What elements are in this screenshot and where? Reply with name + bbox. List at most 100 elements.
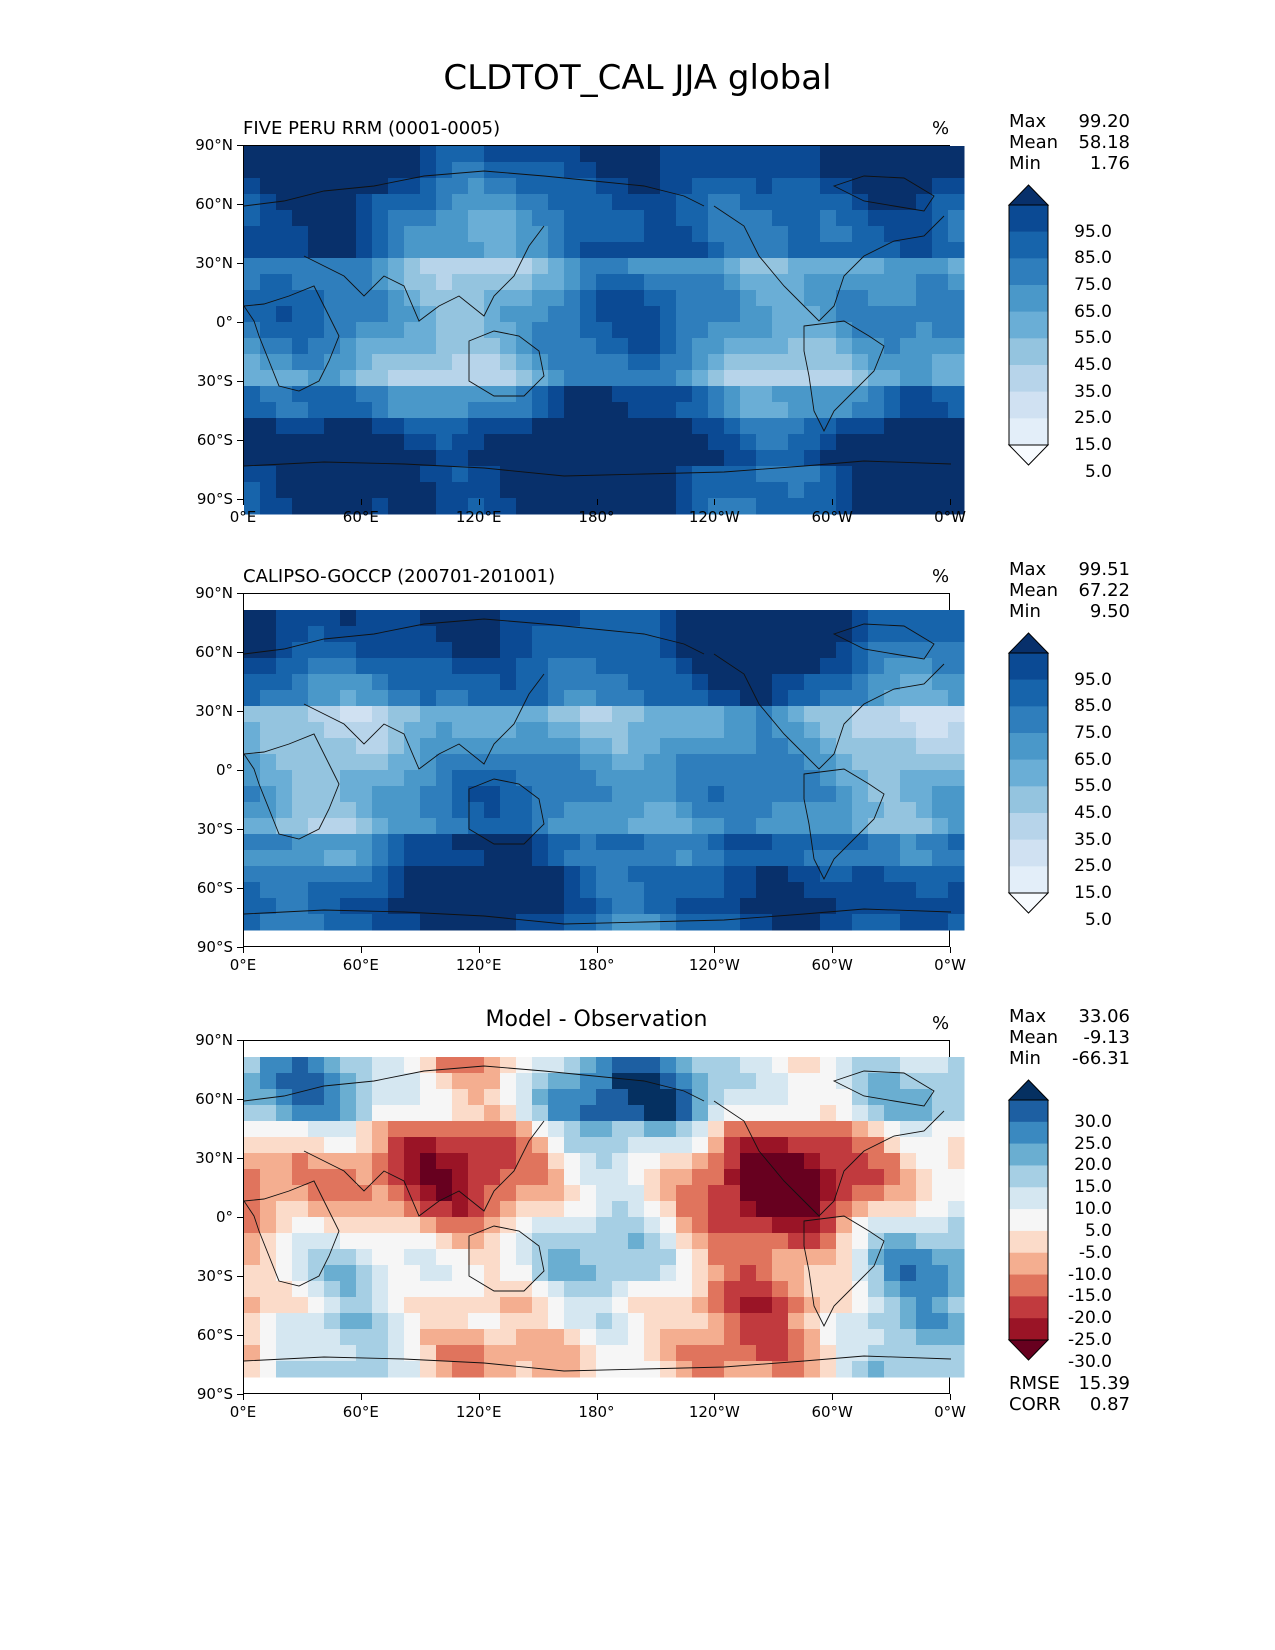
map-cell bbox=[612, 690, 629, 707]
map-cell bbox=[244, 674, 261, 691]
map-cell bbox=[452, 786, 469, 803]
map-cell bbox=[644, 290, 661, 307]
colorbar-extend-bottom bbox=[1007, 1339, 1050, 1361]
map-cell bbox=[324, 146, 341, 163]
map-cell bbox=[436, 338, 453, 355]
map-cell bbox=[420, 1089, 437, 1106]
map-cell bbox=[836, 1137, 853, 1154]
map-cell bbox=[276, 1313, 293, 1330]
map-cell bbox=[948, 434, 965, 451]
map-cell bbox=[580, 722, 597, 739]
map-cell bbox=[532, 162, 549, 179]
map-cell bbox=[724, 1073, 741, 1090]
colorbar-tick-label: 75.0 bbox=[1074, 723, 1112, 743]
map-cell bbox=[404, 1297, 421, 1314]
map-cell bbox=[388, 1089, 405, 1106]
map-cell bbox=[612, 370, 629, 387]
map-cell bbox=[724, 370, 741, 387]
map-cell bbox=[244, 370, 261, 387]
colorbar-segment bbox=[1009, 418, 1048, 446]
map-cell bbox=[324, 658, 341, 675]
map-cell bbox=[836, 1281, 853, 1298]
map-cell bbox=[868, 338, 885, 355]
map-cell bbox=[420, 610, 437, 627]
map-cell bbox=[356, 146, 373, 163]
map-cell bbox=[948, 626, 965, 643]
map-cell bbox=[484, 1121, 501, 1138]
map-cell bbox=[676, 1169, 693, 1186]
map-cell bbox=[580, 914, 597, 931]
map-cell bbox=[276, 1201, 293, 1218]
map-cell bbox=[532, 242, 549, 259]
map-cell bbox=[548, 690, 565, 707]
map-cell bbox=[596, 1137, 613, 1154]
map-cell bbox=[868, 370, 885, 387]
map-cell bbox=[708, 1329, 725, 1346]
map-cell bbox=[692, 818, 709, 835]
map-cell bbox=[372, 626, 389, 643]
map-cell bbox=[580, 658, 597, 675]
map-cell bbox=[868, 482, 885, 499]
map-cell bbox=[644, 914, 661, 931]
map-cell bbox=[532, 498, 549, 515]
map-cell bbox=[436, 354, 453, 371]
map-cell bbox=[484, 1201, 501, 1218]
map-cell bbox=[356, 466, 373, 483]
map-cell bbox=[932, 834, 949, 851]
map-cell bbox=[468, 402, 485, 419]
map-cell bbox=[388, 898, 405, 915]
map-cell bbox=[820, 850, 837, 867]
map-cell bbox=[420, 1361, 437, 1378]
map-cell bbox=[516, 642, 533, 659]
map-cell bbox=[580, 850, 597, 867]
map-cell bbox=[916, 642, 933, 659]
map-cell bbox=[820, 1169, 837, 1186]
map-cell bbox=[484, 306, 501, 323]
map-cell bbox=[836, 402, 853, 419]
y-tick-mark bbox=[237, 1040, 243, 1041]
map-cell bbox=[868, 322, 885, 339]
map-cell bbox=[532, 1233, 549, 1250]
map-cell bbox=[388, 754, 405, 771]
map-cell bbox=[404, 338, 421, 355]
map-cell bbox=[484, 1361, 501, 1378]
map-cell bbox=[868, 1281, 885, 1298]
map-cell bbox=[740, 850, 757, 867]
map-cell bbox=[548, 1329, 565, 1346]
map-cell bbox=[740, 914, 757, 931]
x-tick-mark bbox=[714, 947, 716, 953]
map-cell bbox=[292, 418, 309, 435]
map-cell bbox=[788, 418, 805, 435]
map-cell bbox=[356, 1121, 373, 1138]
map-cell bbox=[884, 194, 901, 211]
stat-value-mean: -9.13 bbox=[1083, 1027, 1130, 1048]
map-cell bbox=[468, 1089, 485, 1106]
map-cell bbox=[500, 1121, 517, 1138]
map-cell bbox=[532, 674, 549, 691]
map-cell bbox=[660, 1345, 677, 1362]
map-cell bbox=[372, 1105, 389, 1122]
map-cell bbox=[244, 1169, 261, 1186]
map-cell bbox=[676, 1313, 693, 1330]
map-cell bbox=[740, 1233, 757, 1250]
map-cell bbox=[644, 258, 661, 275]
map-cell bbox=[644, 306, 661, 323]
map-cell bbox=[260, 786, 277, 803]
map-cell bbox=[436, 1297, 453, 1314]
map-cell bbox=[260, 1073, 277, 1090]
map-cell bbox=[772, 674, 789, 691]
map-cell bbox=[244, 258, 261, 275]
map-cell bbox=[884, 1073, 901, 1090]
map-cell bbox=[308, 162, 325, 179]
map-cell bbox=[740, 434, 757, 451]
map-cell bbox=[628, 706, 645, 723]
map-cell bbox=[532, 1121, 549, 1138]
map-cell bbox=[420, 242, 437, 259]
map-cell bbox=[292, 690, 309, 707]
map-cell bbox=[756, 1137, 773, 1154]
map-cell bbox=[308, 1249, 325, 1266]
map-cell bbox=[308, 738, 325, 755]
stat-label-min: Min bbox=[1009, 1048, 1041, 1069]
map-cell bbox=[372, 802, 389, 819]
map-cell bbox=[916, 1217, 933, 1234]
